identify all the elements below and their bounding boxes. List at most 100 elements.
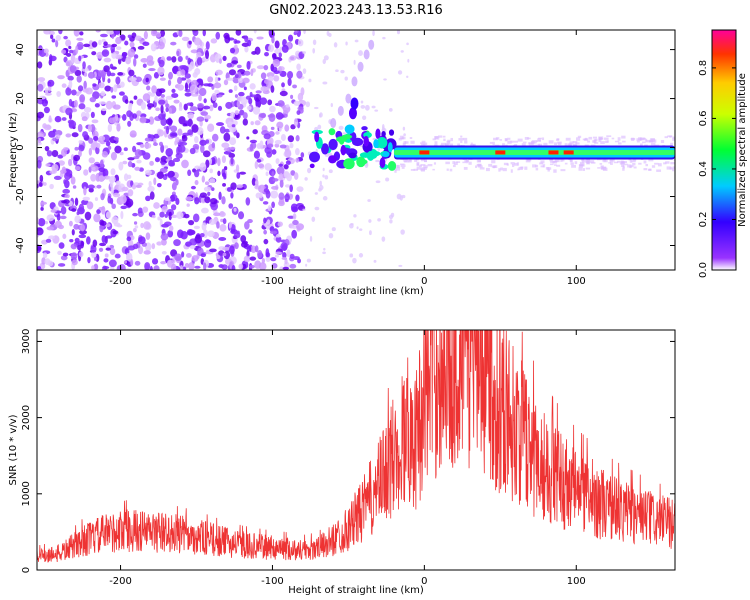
halo-cell: [613, 161, 619, 164]
noise-speckle: [180, 231, 188, 240]
halo-cell: [531, 141, 536, 144]
trail-blob: [363, 49, 370, 60]
noise-speckle: [88, 147, 93, 156]
noise-speckle: [74, 69, 82, 77]
halo-cell: [424, 160, 428, 163]
faint-speckle: [354, 39, 359, 43]
noise-speckle: [259, 97, 268, 105]
noise-speckle: [157, 66, 165, 76]
noise-speckle: [165, 95, 173, 100]
noise-speckle: [101, 235, 107, 244]
noise-speckle: [209, 197, 218, 205]
noise-speckle: [101, 49, 110, 57]
transition-blob: [382, 151, 390, 158]
halo-cell: [443, 138, 446, 141]
noise-speckle: [114, 54, 123, 60]
faint-speckle: [303, 30, 306, 35]
noise-speckle: [193, 225, 201, 230]
noise-speckle: [181, 36, 190, 42]
transition-blob: [381, 130, 386, 138]
noise-speckle: [226, 62, 233, 68]
noise-speckle: [251, 177, 257, 186]
noise-speckle: [173, 157, 181, 163]
noise-speckle: [222, 55, 227, 62]
x-tick-label: 100: [567, 576, 586, 587]
noise-speckle: [160, 104, 164, 114]
noise-speckle: [199, 233, 205, 238]
noise-speckle: [277, 100, 285, 107]
noise-speckle: [196, 116, 205, 122]
noise-speckle: [266, 151, 273, 158]
noise-speckle: [65, 107, 73, 116]
halo-cell: [463, 166, 468, 170]
halo-cell: [549, 158, 553, 162]
halo-cell: [606, 135, 612, 138]
halo-cell: [540, 160, 545, 164]
noise-speckle: [47, 260, 54, 267]
transition-blob: [321, 143, 329, 155]
noise-speckle: [114, 253, 121, 259]
halo-cell: [400, 164, 406, 168]
noise-speckle: [234, 110, 239, 116]
noise-speckle: [274, 254, 279, 258]
noise-speckle: [76, 75, 82, 83]
noise-speckle: [276, 121, 284, 129]
noise-speckle: [207, 230, 215, 238]
noise-speckle: [139, 116, 147, 124]
noise-speckle: [193, 37, 202, 46]
noise-speckle: [202, 30, 206, 37]
faint-speckle: [358, 228, 363, 231]
noise-speckle: [71, 208, 77, 212]
faint-speckle: [349, 223, 354, 229]
noise-speckle: [184, 73, 191, 79]
halo-cell: [656, 169, 662, 172]
halo-cell: [586, 161, 590, 165]
noise-speckle: [144, 137, 152, 142]
noise-speckle: [219, 224, 227, 232]
noise-speckle: [160, 155, 168, 163]
noise-speckle: [127, 157, 135, 161]
halo-cell: [488, 163, 493, 167]
faint-speckle: [400, 50, 404, 53]
noise-speckle: [167, 230, 174, 238]
noise-speckle: [222, 218, 227, 225]
noise-speckle: [91, 166, 96, 171]
halo-cell: [642, 141, 646, 144]
noise-speckle: [54, 115, 62, 123]
halo-cell: [456, 161, 461, 163]
noise-speckle: [265, 190, 271, 199]
transition-blob: [370, 150, 381, 157]
noise-speckle: [273, 70, 280, 75]
noise-speckle: [192, 213, 200, 223]
faint-speckle: [304, 177, 308, 181]
noise-speckle: [267, 143, 274, 148]
noise-speckle: [104, 253, 109, 258]
halo-cell: [643, 168, 648, 171]
noise-speckle: [155, 88, 163, 97]
noise-speckle: [177, 144, 186, 153]
noise-speckle: [78, 150, 82, 158]
halo-cell: [580, 163, 585, 167]
carrier-peak: [419, 150, 430, 155]
noise-speckle: [145, 195, 151, 202]
halo-cell: [638, 137, 642, 141]
noise-speckle: [92, 239, 98, 247]
noise-speckle: [132, 212, 138, 217]
halo-cell: [592, 136, 597, 139]
noise-speckle: [70, 176, 76, 185]
noise-speckle: [280, 134, 286, 141]
noise-speckle: [99, 242, 107, 247]
noise-speckle: [106, 30, 115, 35]
halo-cell: [600, 165, 604, 167]
noise-speckle: [248, 264, 255, 269]
noise-speckle: [284, 124, 290, 132]
noise-speckle: [44, 146, 50, 152]
noise-speckle: [221, 155, 226, 164]
halo-cell: [552, 160, 557, 164]
halo-cell: [633, 166, 637, 169]
halo-cell: [575, 137, 581, 141]
noise-speckle: [159, 141, 164, 147]
halo-cell: [638, 162, 642, 165]
noise-speckle: [270, 126, 275, 131]
noise-speckle: [146, 103, 155, 108]
